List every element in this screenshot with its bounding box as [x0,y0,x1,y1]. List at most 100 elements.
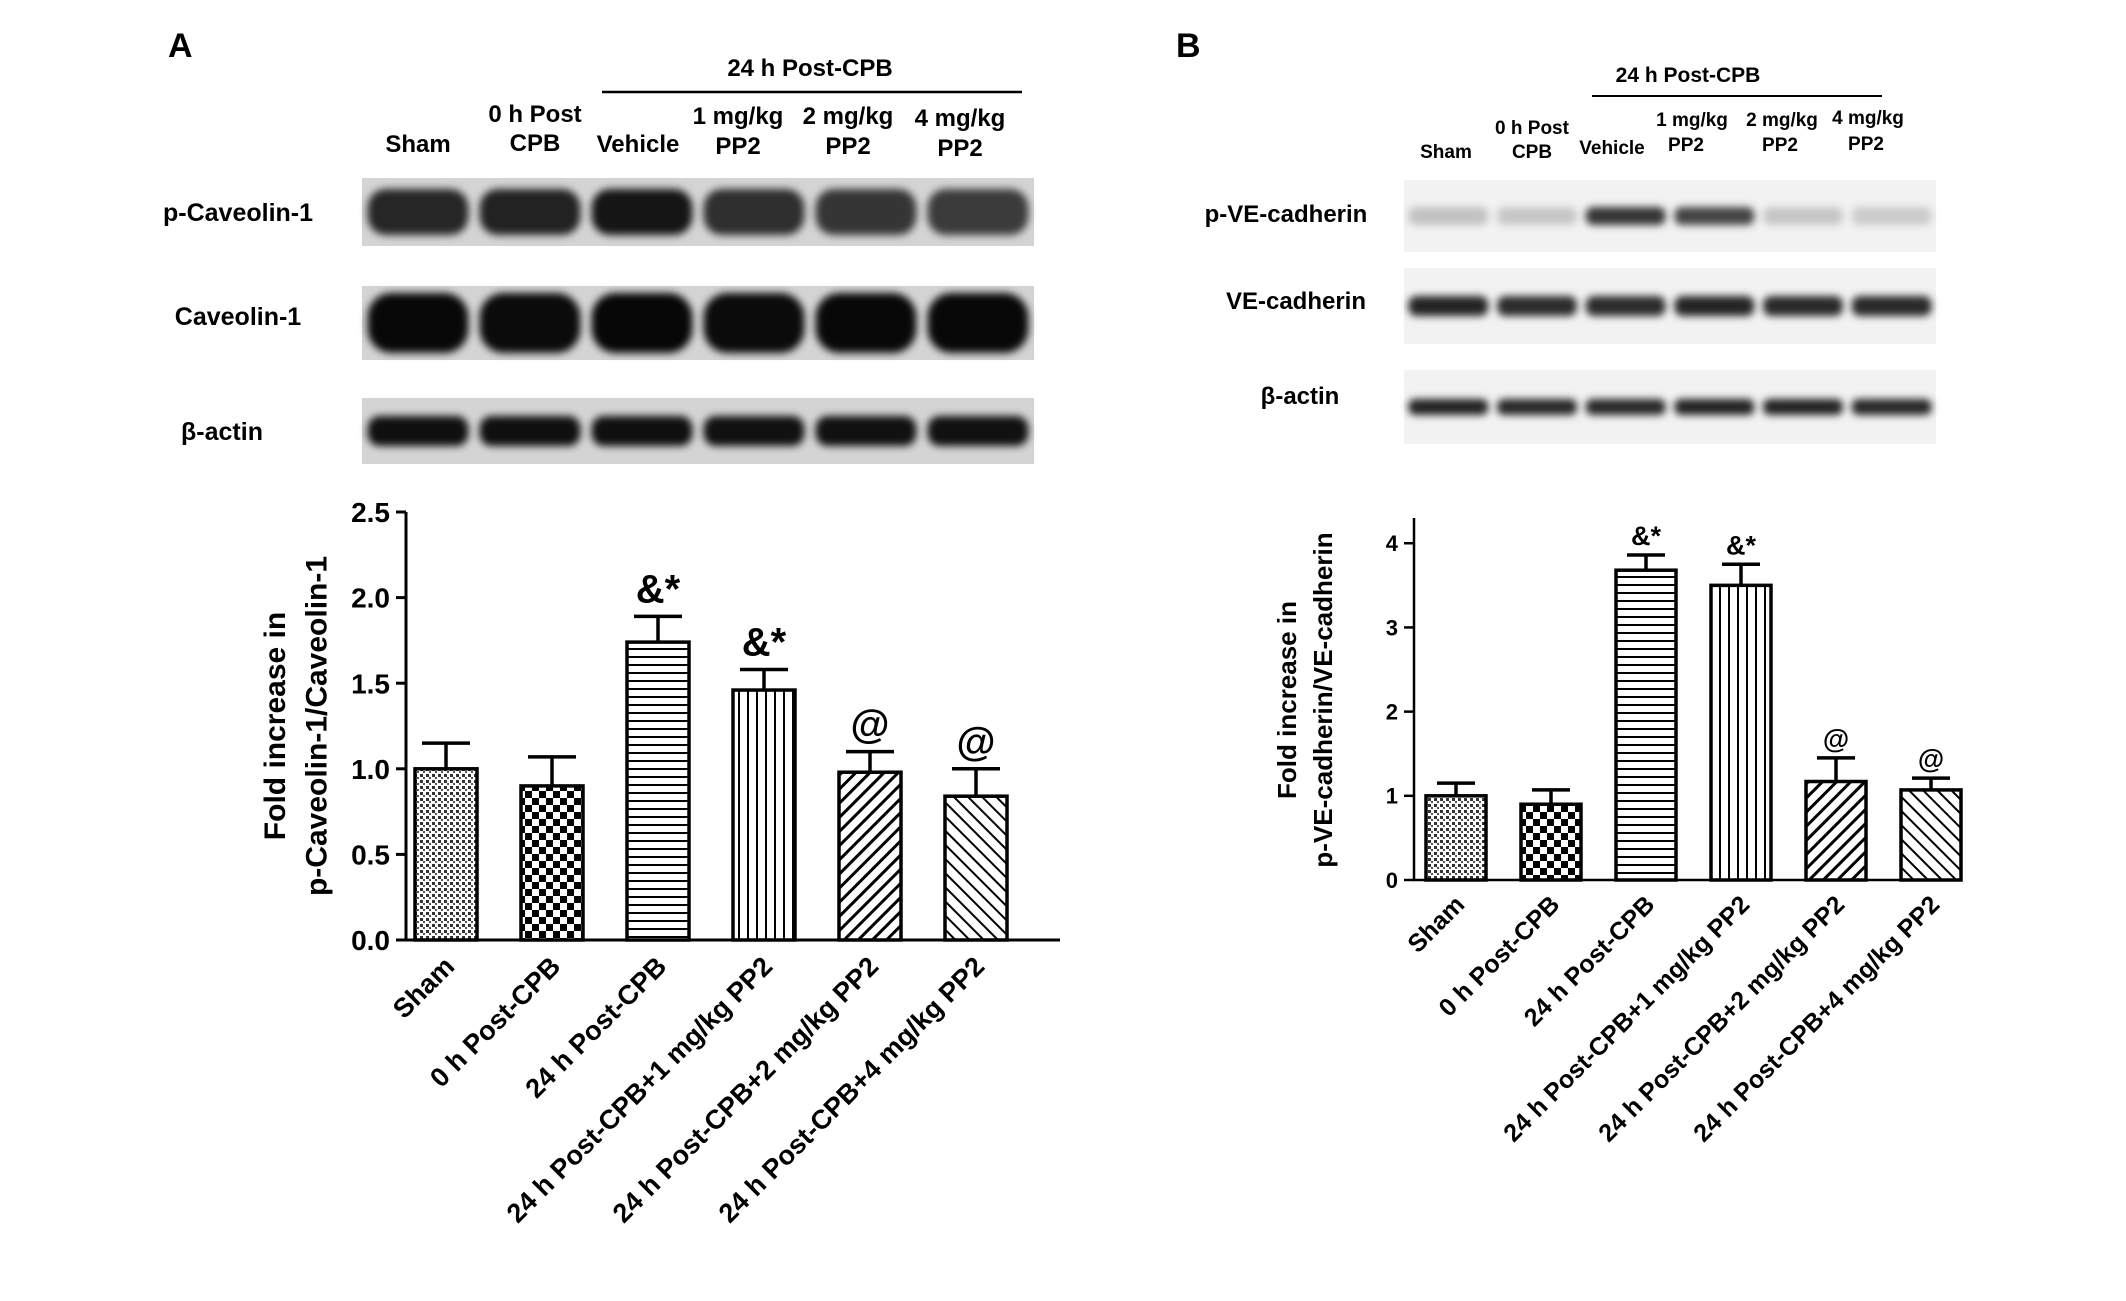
blot-band [1851,296,1932,316]
lane-label-line: Vehicle [597,131,680,158]
blot-label: β-actin [181,418,263,446]
blot-band [1585,296,1666,316]
chart-a: 0.0 0.5 1.0 1.5 2.0 2.5 Fold increase in p-Cave… [259,497,1060,1228]
panel-a-blot-labels: p-Caveolin-1 Caveolin-1 β-actin [163,199,313,446]
y-axis-label-line: p-Caveolin-1/Caveolin-1 [300,556,333,896]
lane-label-line: CPB [1512,142,1552,163]
blot-band [703,416,805,446]
blot-band [1497,399,1577,415]
lane-label-line: CPB [510,130,561,157]
blot-strip [362,286,1034,360]
significance-mark: &* [636,567,681,611]
blot-background [362,178,1034,246]
blot-band [367,416,469,446]
blot-band [1763,399,1843,415]
bar [413,767,479,942]
bar [731,688,797,942]
panel-a-header: 24 h Post-CPB [727,55,892,82]
blot-strip [1404,370,1936,444]
blot-band [591,293,693,353]
bar [1614,568,1678,882]
lane-label-line: 0 h Post [488,101,581,128]
blot-strip [362,178,1034,246]
lane-label-line: 2 mg/kg [1746,110,1818,131]
lane-label-line: Sham [385,131,450,158]
lane-label: Sham [385,131,450,158]
lane-label-line: 4 mg/kg [915,105,1006,132]
blot-band [1497,207,1577,225]
blot-band [479,189,581,235]
y-axis-label-line: Fold increase in [1272,601,1302,799]
blot-band [927,189,1029,235]
blot-strip [1404,268,1936,344]
lane-label: 2 mg/kg PP2 [803,103,894,160]
blot-strip [362,398,1034,464]
x-tick-label: Sham [387,951,460,1024]
lane-label-line: 4 mg/kg [1832,108,1904,129]
y-tick-label: 0.0 [351,925,390,956]
bar [1424,794,1488,882]
blot-band [479,293,581,353]
blot-band [591,416,693,446]
bar [943,794,1009,942]
significance-mark: &* [742,621,787,665]
blot-band [815,293,917,353]
x-tick-label: Sham [1402,890,1470,958]
y-axis-label-line: Fold increase in [259,612,292,840]
lane-label: Sham [1420,142,1472,163]
blot-background [1404,268,1936,344]
blot-band [1763,207,1843,225]
blot-label: VE-cadherin [1226,288,1366,315]
blot-band [367,293,469,353]
blot-background [1404,180,1936,252]
y-tick-label: 3 [1386,615,1398,640]
lane-label-line: PP2 [937,135,982,162]
blot-band [1674,296,1755,316]
blot-band [591,189,693,235]
y-tick-label: 0.5 [351,839,390,870]
panel-b-letter: B [1176,27,1201,65]
blot-band [1585,207,1666,225]
blot-band [1408,399,1489,415]
blot-band [1851,399,1932,415]
chart-b: 0 1 2 3 4 Fold increase in p-VE-cadherin/VE-ca… [1272,518,1963,1147]
lane-label: 0 h Post CPB [488,101,581,157]
lane-label-line: 1 mg/kg [693,103,784,130]
blot-background [362,398,1034,464]
significance-mark: @ [1823,724,1849,754]
lane-label-line: 2 mg/kg [803,103,894,130]
blot-band [1585,399,1666,415]
y-tick-label: 1.0 [351,754,390,785]
blot-band [479,416,581,446]
panel-a-blots [362,178,1034,464]
significance-mark: @ [850,703,889,747]
y-tick-label: 1.5 [351,668,390,699]
y-tick-label: 2.5 [351,497,390,528]
lane-label: 1 mg/kg PP2 [693,103,784,160]
bar [1899,788,1963,882]
lane-label: 4 mg/kg PP2 [915,105,1006,162]
y-axis-label: Fold increase in p-Caveolin-1/Caveolin-1 [259,556,333,896]
lane-label: 4 mg/kg PP2 [1832,108,1904,155]
blot-band [1408,207,1489,225]
blot-band [1851,207,1932,225]
bar [837,770,903,942]
lane-label-line: PP2 [825,133,870,160]
y-tick-label: 2.0 [351,583,390,614]
panel-b-blot-labels: p-VE-cadherin VE-cadherin β-actin [1205,201,1368,410]
panel-b-blots [1404,180,1936,444]
blot-band [1674,399,1755,415]
blot-background [1404,370,1936,444]
blot-band [703,293,805,353]
blot-label: p-Caveolin-1 [163,199,313,227]
panel-a-lane-labels: Sham 0 h Post CPB Vehicle 1 mg/kg PP2 2 mg… [385,101,1005,162]
lane-label: Vehicle [597,131,680,158]
blot-band [1497,296,1577,316]
lane-label: 1 mg/kg PP2 [1656,110,1728,156]
blot-band [815,189,917,235]
blot-band [1763,296,1843,316]
lane-label: Vehicle [1579,138,1645,159]
panel-b-lane-labels: Sham 0 h Post CPB Vehicle 1 mg/kg PP2 2 mg… [1420,108,1904,163]
lane-label-line: PP2 [1668,135,1704,156]
y-axis-label: Fold increase in p-VE-cadherin/VE-cadheri… [1272,532,1338,867]
